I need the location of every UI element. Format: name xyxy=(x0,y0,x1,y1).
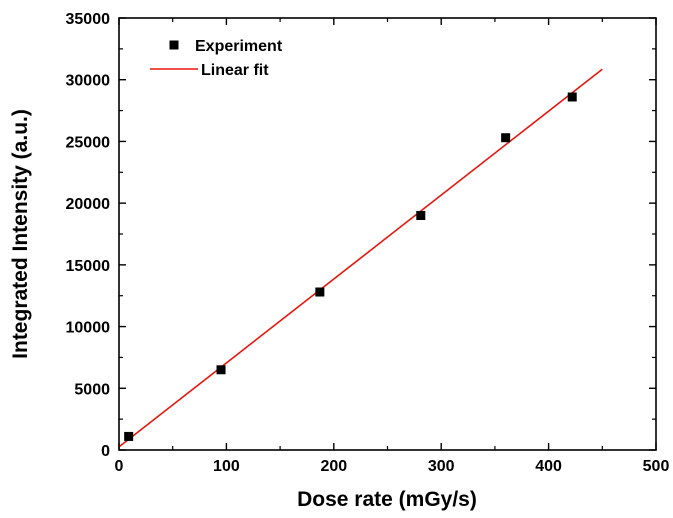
y-tick-label: 0 xyxy=(101,443,110,460)
x-tick-label: 100 xyxy=(213,458,240,475)
experiment-point xyxy=(416,210,426,220)
x-axis-title: Dose rate (mGy/s) xyxy=(297,488,477,511)
legend-marker-experiment xyxy=(169,40,179,50)
y-tick-label: 35000 xyxy=(66,11,111,28)
legend-label-experiment: Experiment xyxy=(195,38,283,55)
x-tick-label: 300 xyxy=(428,458,455,475)
x-tick-label: 0 xyxy=(115,458,124,475)
legend: Experiment Linear fit xyxy=(150,38,283,79)
experiment-point xyxy=(567,92,577,102)
experiment-point xyxy=(124,431,134,441)
y-axis-title: Integrated Intensity (a.u.) xyxy=(9,109,32,359)
axis-ticks: 0 100 200 300 400 500050001000015000200002500… xyxy=(66,11,670,475)
y-tick-label: 5000 xyxy=(74,381,110,398)
plot-frame xyxy=(118,17,657,451)
y-tick-label: 30000 xyxy=(66,73,111,90)
x-tick-label: 500 xyxy=(643,458,670,475)
x-tick-label: 400 xyxy=(535,458,562,475)
linear-fit-line xyxy=(118,68,603,448)
plot-area xyxy=(118,17,657,451)
legend-label-linear-fit: Linear fit xyxy=(201,62,269,79)
experiment-point xyxy=(315,287,325,297)
y-tick-label: 20000 xyxy=(66,196,111,213)
y-tick-label: 25000 xyxy=(66,134,111,151)
x-tick-label: 200 xyxy=(320,458,347,475)
experiment-point xyxy=(501,133,511,143)
y-tick-label: 10000 xyxy=(66,320,111,337)
experiment-point xyxy=(216,365,226,375)
y-tick-label: 15000 xyxy=(66,258,111,275)
